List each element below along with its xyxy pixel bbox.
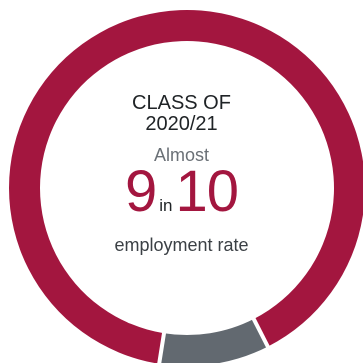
center-title-line1: CLASS OF [132, 92, 231, 114]
ratio-numerator: 9 [124, 159, 157, 224]
center-title-line2: 2020/21 [145, 113, 218, 135]
segment-gap-2 [251, 316, 271, 350]
ratio-connector: in [159, 196, 173, 215]
donut-segment-2 [159, 318, 268, 363]
segment-gap-1 [157, 330, 167, 363]
ratio-denominator: 10 [175, 159, 239, 224]
qualifier-label: Almost [153, 145, 209, 165]
metric-label: employment rate [114, 235, 249, 255]
ratio-statistic: 9 in10 [0, 163, 363, 221]
